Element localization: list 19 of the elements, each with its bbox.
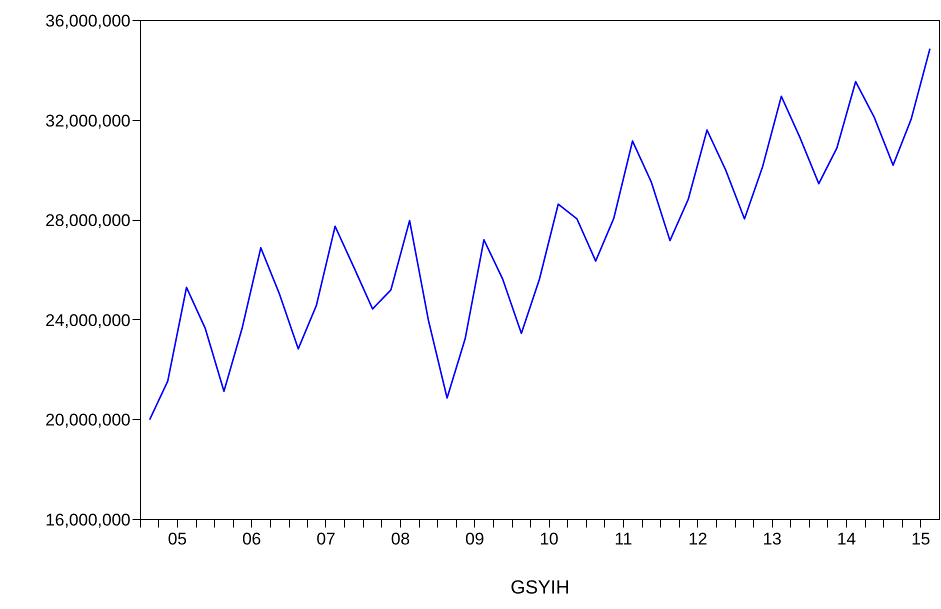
x-tick-label: 13	[762, 530, 782, 548]
y-tick-label: 28,000,000	[45, 211, 131, 230]
x-tick-label: 07	[316, 530, 336, 548]
x-tick-label: 10	[540, 530, 559, 548]
y-tick-label: 36,000,000	[45, 12, 131, 30]
x-tick-label: 14	[837, 530, 856, 548]
x-tick-label: 15	[911, 530, 930, 548]
y-tick-label: 24,000,000	[45, 310, 131, 330]
x-tick-label: 08	[391, 530, 410, 548]
x-tick-label: 06	[242, 530, 262, 548]
x-tick-label: 11	[614, 530, 632, 548]
y-tick-label: 20,000,000	[45, 410, 131, 430]
x-tick-label: 12	[688, 530, 708, 548]
y-tick-label: 32,000,000	[45, 111, 131, 130]
x-tick-label: 05	[168, 530, 187, 548]
y-tick-label: 16,000,000	[45, 510, 131, 530]
line-series	[148, 48, 931, 420]
x-axis-title: GSYIH	[510, 578, 570, 598]
x-tick-label: 09	[465, 530, 484, 548]
